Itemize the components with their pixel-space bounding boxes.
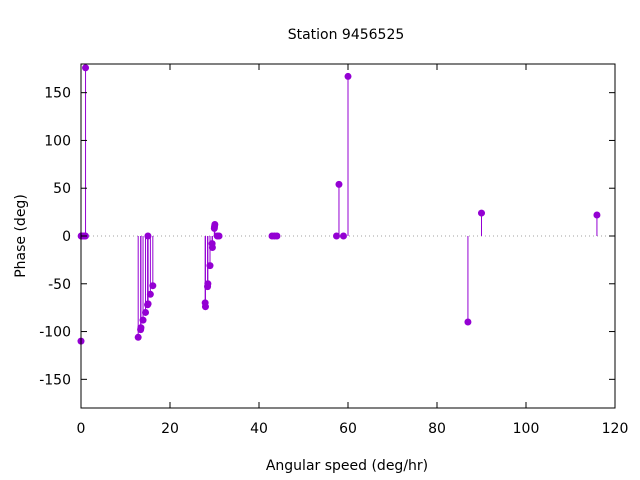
- data-point: [464, 318, 472, 326]
- x-tick-label: 80: [428, 421, 446, 437]
- x-tick-label: 60: [339, 421, 357, 437]
- data-point: [144, 300, 152, 308]
- data-point: [593, 211, 601, 219]
- data-point: [139, 316, 147, 324]
- data-point: [204, 280, 212, 288]
- data-point: [478, 209, 485, 217]
- x-tick-label: 120: [602, 421, 629, 437]
- data-point: [142, 308, 150, 316]
- data-point: [201, 303, 209, 311]
- data-point: [211, 221, 219, 229]
- x-axis-label: Angular speed (deg/hr): [266, 458, 428, 474]
- x-tick-label: 40: [250, 421, 268, 437]
- data-point: [339, 232, 347, 240]
- data-point: [134, 333, 142, 341]
- y-tick-label: 100: [44, 133, 71, 149]
- data-point: [146, 290, 154, 298]
- axis-ticks: 0 20 40 60 80 100 120 -150 -100 -50 0 50 100 150: [39, 64, 628, 437]
- data-point: [215, 232, 223, 240]
- x-tick-label: 20: [161, 421, 179, 437]
- y-tick-label: 0: [62, 229, 71, 245]
- data-point: [206, 262, 214, 270]
- y-tick-label: 50: [53, 181, 71, 197]
- data-point: [149, 282, 157, 290]
- data-point: [208, 243, 216, 251]
- chart-title: Station 9456525: [288, 27, 405, 43]
- data-point: [335, 180, 343, 188]
- x-tick-label: 100: [513, 421, 540, 437]
- data-point: [82, 64, 90, 72]
- x-tick-label: 0: [77, 421, 86, 437]
- y-tick-label: -150: [39, 372, 71, 388]
- data-point: [344, 72, 352, 80]
- y-tick-label: -50: [48, 277, 71, 293]
- y-tick-label: -100: [39, 325, 71, 341]
- data-point: [273, 232, 281, 240]
- data-point: [137, 324, 145, 332]
- data-point: [333, 232, 341, 240]
- y-tick-label: 150: [44, 86, 71, 102]
- plot-area: [77, 64, 615, 345]
- y-axis-label: Phase (deg): [13, 194, 29, 278]
